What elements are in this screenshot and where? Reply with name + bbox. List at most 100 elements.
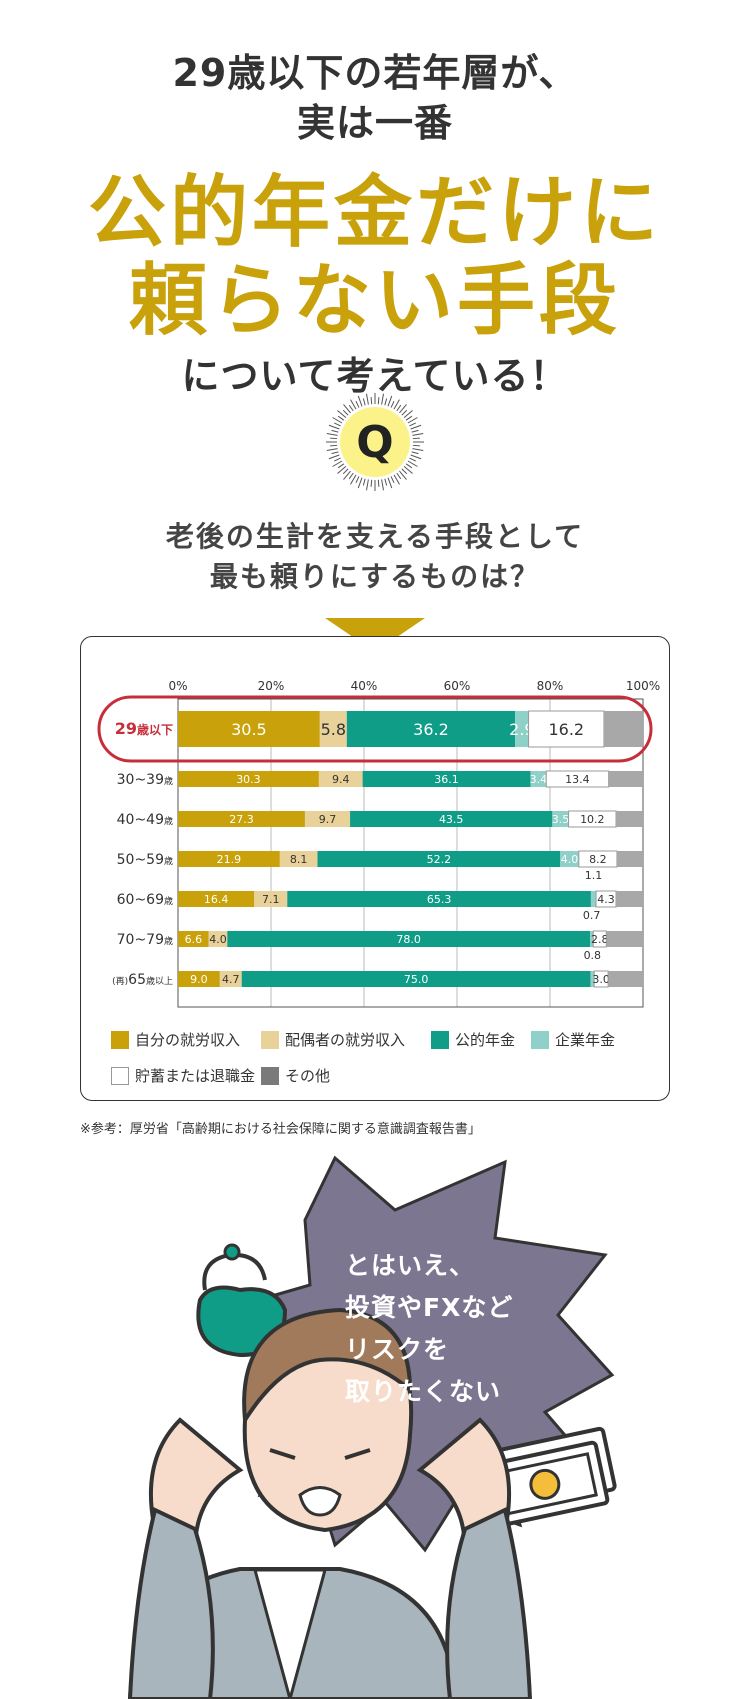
highlight-ring	[97, 695, 653, 763]
bar-segment	[227, 931, 590, 947]
bar-segment	[528, 710, 605, 748]
data-label: 5.8	[321, 720, 346, 739]
x-tick-label: 100%	[626, 679, 660, 693]
bar-segment	[178, 891, 255, 907]
bar-segment	[606, 931, 643, 947]
badge-ray	[370, 397, 373, 405]
data-label: 1.1	[585, 869, 603, 882]
data-label: 4.3	[597, 893, 615, 906]
badge-ray	[332, 417, 343, 424]
badge-ray	[393, 399, 400, 410]
badge-ray	[410, 454, 422, 460]
badge-ray	[377, 479, 380, 487]
source-note: ※参考：厚労省「高齢期における社会保障に関する意識調査報告書」	[80, 1122, 481, 1137]
badge-ray	[332, 460, 343, 467]
data-label: 7.1	[262, 893, 280, 906]
bar-segment	[362, 771, 531, 787]
badge-ray	[390, 476, 395, 483]
badge-ray	[326, 448, 338, 452]
bar-segment	[317, 851, 561, 867]
x-tick-label: 40%	[351, 679, 378, 693]
headline-line-3: について考えている！	[181, 354, 569, 398]
badge-ray	[403, 410, 413, 418]
bar-segment	[515, 711, 529, 747]
badge-ray	[410, 424, 422, 430]
badge-ray	[387, 395, 393, 407]
bar-segment	[552, 811, 569, 827]
bar-segment	[219, 971, 242, 987]
bar-segment	[318, 771, 363, 787]
headline-line-1: 29歳以下の若年層が、	[172, 51, 578, 95]
legend-swatch	[261, 1066, 279, 1085]
badge-ray	[411, 429, 419, 433]
data-label: 16.2	[548, 720, 584, 739]
question-badge-label: Q	[356, 417, 393, 468]
chart-panel: 0% 20% 40% 60% 80% 100% 30.5 5.8 36.2 2.9 16.2 29歳以…	[80, 636, 670, 1101]
badge-ray	[334, 422, 341, 427]
badge-ray	[343, 470, 351, 480]
category-label: 40~49歳	[117, 812, 173, 828]
badge-ray	[412, 437, 420, 440]
data-label: 9.4	[332, 773, 350, 786]
data-label: 21.9	[217, 853, 242, 866]
badge-ray	[326, 432, 338, 436]
bar-segment	[578, 850, 618, 868]
data-label: 65.3	[427, 893, 452, 906]
legend-item: その他	[261, 1065, 330, 1086]
x-tick-label: 20%	[258, 679, 285, 693]
data-label: 4.7	[222, 973, 240, 986]
data-label: 16.4	[204, 893, 229, 906]
data-label: 8.2	[589, 853, 607, 866]
badge-ray	[370, 479, 373, 487]
data-label: 36.1	[434, 773, 459, 786]
badge-ray	[365, 479, 369, 491]
bar-segment	[178, 771, 319, 787]
bar-segment	[616, 891, 643, 907]
badge-ray	[390, 401, 395, 408]
legend-label: 自分の就労収入	[135, 1031, 241, 1049]
legend-item: 自分の就労収入	[111, 1029, 240, 1050]
badge-ray	[412, 444, 420, 447]
category-label: 50~59歳	[117, 852, 173, 868]
badge-ray	[401, 409, 408, 416]
banknote-icon	[481, 1426, 617, 1528]
bar-segment	[208, 931, 228, 947]
badge-ray	[403, 466, 413, 474]
bar-segment	[178, 931, 209, 947]
data-label: 9.0	[190, 973, 208, 986]
bar-segment	[590, 891, 597, 907]
legend-label: その他	[285, 1067, 331, 1085]
badge-ray	[377, 397, 380, 405]
badge-ray	[330, 444, 338, 447]
bar-segment	[254, 891, 288, 907]
bubble-line-2: 投資やFXなど	[345, 1293, 514, 1322]
data-label: 75.0	[404, 973, 429, 986]
badge-ray	[412, 432, 424, 436]
data-label: 4.0	[561, 853, 579, 866]
bar-segment	[178, 711, 320, 747]
badge-ray	[396, 472, 402, 480]
data-label: 2.8	[591, 933, 609, 946]
badge-ray	[357, 477, 363, 489]
bubble-line-3: リスクを	[345, 1335, 450, 1364]
data-label: 4.0	[209, 933, 227, 946]
badge-ray	[393, 474, 400, 485]
data-label: 3.4	[530, 773, 548, 786]
category-label: 70~79歳	[117, 932, 173, 948]
data-label: 9.7	[319, 813, 337, 826]
bar-segment	[178, 811, 305, 827]
badge-ray	[412, 448, 424, 452]
headline-line-2: 実は一番	[296, 101, 453, 145]
badge-ray	[399, 470, 407, 480]
bar-segment	[560, 851, 579, 867]
data-label: 0.7	[583, 909, 601, 922]
bar-segment	[608, 971, 643, 987]
badge-ray	[362, 478, 366, 486]
badge-ray	[407, 417, 418, 424]
badge-ray	[350, 399, 357, 410]
bar-segment	[616, 851, 643, 867]
data-label: 30.5	[231, 720, 267, 739]
badge-ray	[365, 393, 369, 405]
question-line-2: 最も頼りにするものは？	[209, 560, 541, 593]
bar-segment	[346, 711, 516, 747]
